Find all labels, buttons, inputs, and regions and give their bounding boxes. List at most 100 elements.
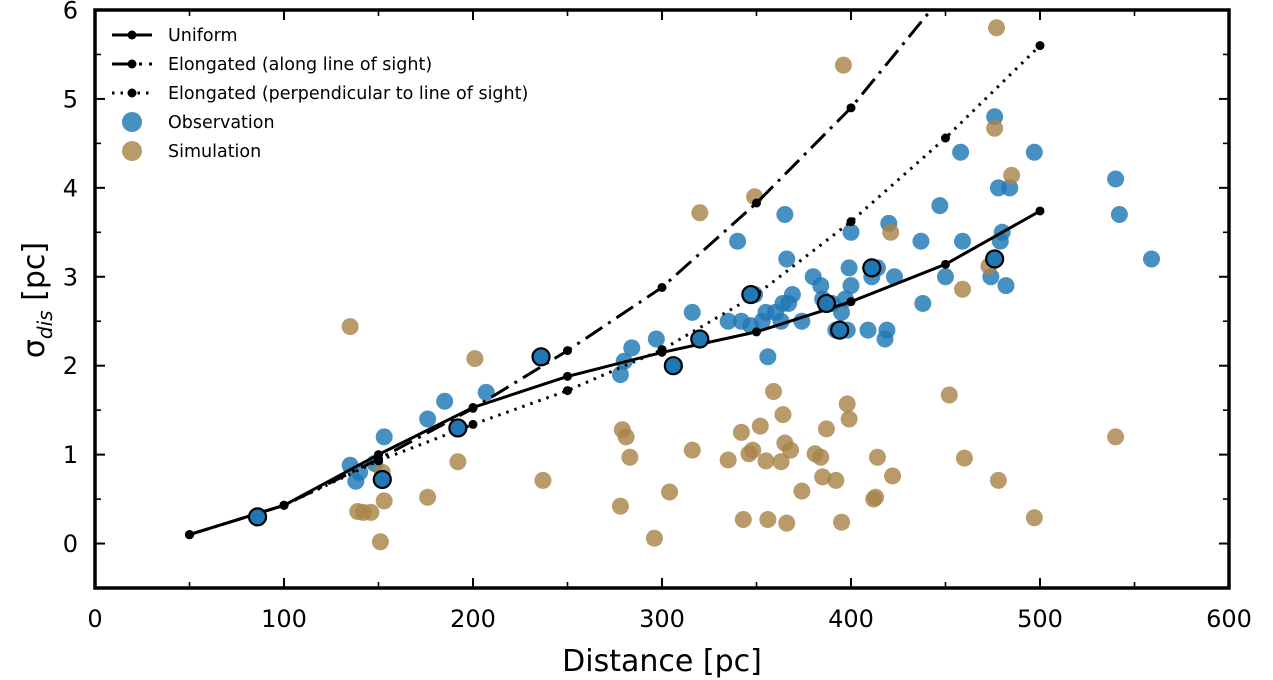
simulation-point	[774, 406, 792, 424]
legend-dot	[122, 112, 142, 132]
simulation-point	[840, 410, 858, 428]
observation-point	[783, 286, 801, 304]
highlighted-observation-point	[830, 320, 850, 340]
observation-point	[647, 330, 665, 348]
simulation-point	[793, 482, 811, 500]
observation-point	[937, 268, 954, 286]
observation-point	[842, 277, 860, 295]
simulation-point	[617, 428, 635, 446]
observation-point	[954, 232, 972, 250]
observation-point	[859, 321, 877, 339]
model-line-marker	[941, 133, 950, 143]
observation-point	[776, 206, 794, 224]
model-line-marker	[846, 217, 856, 227]
observation-point	[419, 410, 437, 428]
observation-point	[375, 428, 393, 446]
simulation-point	[814, 468, 832, 486]
simulation-point	[683, 441, 701, 459]
legend-entry: Simulation	[122, 141, 261, 162]
model-line-path	[189, 209, 1041, 537]
x-axis-label: Distance [pc]	[562, 644, 762, 679]
highlighted-observation-point	[741, 284, 761, 305]
model-line-marker	[1035, 206, 1045, 216]
tick-labels-layer: 0 100 200 300 400 500 600 0 1 2 3 4 5 6	[63, 0, 1252, 633]
observation-point	[436, 392, 454, 410]
observation-point	[729, 232, 747, 250]
model-line-2	[185, 10, 933, 540]
legend-entry: Observation	[122, 112, 275, 133]
legend-entry: Elongated (along line of sight)	[112, 55, 432, 75]
simulation-point	[882, 223, 900, 241]
x-tick-label: 0	[87, 605, 102, 633]
legend-marker	[127, 59, 137, 69]
observation-point	[931, 197, 949, 215]
observation-point	[611, 366, 629, 384]
observation-point	[623, 339, 641, 357]
model-line-marker	[846, 103, 856, 113]
observation-point	[1001, 179, 1019, 197]
simulation-point	[817, 420, 835, 438]
simulation-point	[341, 318, 359, 336]
model-line-marker	[657, 282, 667, 292]
x-tick-label: 400	[828, 605, 874, 633]
model-line-marker	[468, 403, 478, 413]
observation-point	[1143, 250, 1161, 268]
x-tick-label: 300	[639, 605, 685, 633]
y-tick-label: 2	[63, 352, 78, 380]
observation-point	[1107, 170, 1125, 188]
simulation-point	[954, 280, 972, 298]
observation-point	[778, 250, 796, 268]
observation-point	[952, 143, 970, 161]
simulation-point	[734, 511, 752, 529]
observation-point	[1110, 206, 1128, 224]
observation-point	[683, 303, 701, 321]
highlighted-observation-point	[247, 507, 268, 527]
series-layer	[185, 10, 1161, 551]
simulation-point	[759, 511, 777, 529]
model-line-marker	[374, 456, 383, 466]
y-tick-label: 6	[63, 0, 78, 25]
highlighted-observation-point	[816, 293, 837, 314]
model-line-marker	[1035, 41, 1045, 51]
highlighted-observation-point	[985, 249, 1005, 269]
highlighted-observation-point	[448, 418, 468, 438]
y-tick-label: 3	[63, 263, 78, 291]
simulation-point	[371, 533, 389, 551]
observation-point	[1025, 143, 1043, 161]
simulation-point	[955, 449, 973, 467]
simulation-point	[362, 503, 380, 521]
simulation-point	[732, 423, 750, 441]
simulation-point	[772, 453, 790, 471]
model-line-3	[185, 41, 1045, 540]
legend-label: Observation	[168, 113, 275, 133]
legend-marker	[127, 88, 137, 98]
simulation-point	[834, 56, 852, 74]
model-line-marker	[563, 371, 572, 381]
observation-point	[878, 321, 896, 339]
highlighted-observation-point	[690, 329, 710, 349]
simulation-point	[812, 448, 830, 466]
y-axis-label: σdis [pc]	[17, 242, 57, 358]
y-tick-label: 0	[63, 530, 78, 558]
simulation-point	[867, 488, 885, 506]
simulation-point	[868, 448, 886, 466]
simulation-point	[719, 451, 737, 469]
observation-point	[912, 232, 930, 250]
simulation-point	[757, 452, 775, 470]
y-tick-label: 1	[63, 441, 78, 469]
simulation-point	[375, 492, 393, 510]
model-line-marker	[563, 346, 572, 356]
observation-point	[719, 312, 737, 330]
simulation-point	[782, 441, 800, 459]
legend-label: Uniform	[168, 26, 238, 46]
y-tick-label: 4	[63, 174, 78, 202]
simulation-point	[838, 395, 856, 413]
simulation-point	[988, 19, 1006, 37]
simulation-point	[884, 467, 902, 485]
observation-point	[833, 303, 851, 321]
y-tick-label: 5	[63, 85, 78, 113]
simulation-point	[1107, 428, 1125, 446]
x-tick-label: 500	[1017, 605, 1063, 633]
legend-label: Elongated (perpendicular to line of sigh…	[168, 84, 528, 104]
simulation-point	[691, 204, 709, 222]
